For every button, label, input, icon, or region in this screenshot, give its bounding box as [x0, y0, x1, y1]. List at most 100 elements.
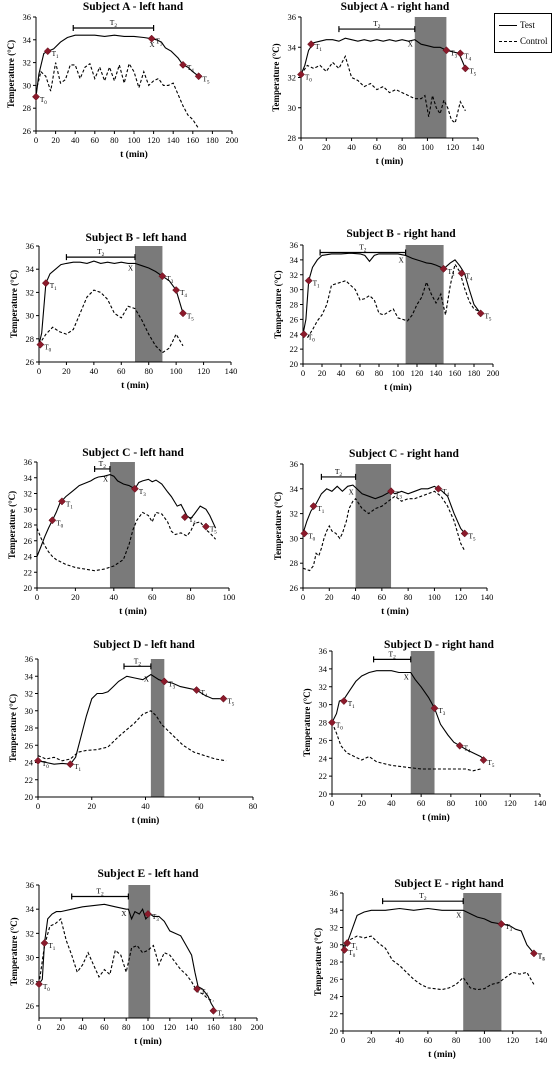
marker-label: T3 — [395, 490, 402, 500]
y-axis-label: Temperature (°C) — [7, 491, 17, 559]
y-tick-label: 26 — [26, 1001, 35, 1011]
y-tick-label: 34 — [24, 473, 33, 483]
chart-title: Subject B - right hand — [346, 228, 456, 240]
x-tick-label: 160 — [186, 135, 199, 145]
marker-diamond — [219, 694, 228, 703]
marker-label: T4 — [464, 52, 471, 62]
legend: Test Control — [494, 13, 552, 53]
marker-label: T0 — [42, 760, 49, 770]
y-axis-label: Temperature (°C) — [273, 270, 283, 338]
y-tick-label: 34 — [26, 904, 35, 914]
x-tick-label: 80 — [249, 801, 258, 811]
marker-diamond — [180, 513, 189, 522]
y-tick-label: 28 — [330, 957, 339, 967]
x-tick-label: 120 — [446, 142, 459, 152]
x-tick-label: 180 — [229, 1022, 242, 1032]
marker-label: T4 — [187, 64, 194, 74]
marker-diamond — [202, 522, 210, 531]
marker-diamond — [192, 686, 201, 695]
x-tick-label: 0 — [301, 592, 305, 602]
x-tick-label: 60 — [356, 368, 365, 378]
y-tick-label: 28 — [288, 133, 297, 143]
x-tick-label: 80 — [110, 135, 119, 145]
marker-diamond — [460, 529, 469, 538]
chart-panel: Subject C - right hand 0 20 40 60 80 100 120 140… — [273, 448, 493, 617]
x-tick-label: 20 — [71, 592, 80, 602]
marker-label: T4 — [189, 516, 196, 526]
y-tick-label: 36 — [319, 646, 328, 656]
test-series-line — [342, 907, 535, 954]
t2-bracket — [382, 898, 464, 905]
marker-label: T0 — [336, 722, 343, 732]
t2-label: T2 — [419, 891, 427, 902]
x-axis-label: t (min) — [120, 149, 148, 160]
x-axis-label: t (min) — [376, 156, 404, 167]
marker-diamond — [307, 40, 316, 49]
y-tick-label: 36 — [26, 880, 35, 890]
y-tick-label: 20 — [25, 792, 34, 802]
chart-panel: Subject A - left hand 0 20 40 60 80 100 120 140 1… — [6, 1, 238, 160]
y-tick-label: 28 — [24, 520, 33, 530]
x-tick-label: 60 — [100, 1022, 109, 1032]
marker-label: T0 — [305, 73, 312, 83]
t2-bracket — [65, 254, 136, 261]
x-tick-label: 80 — [122, 1022, 131, 1032]
marker-diamond — [32, 92, 40, 101]
y-tick-label: 36 — [290, 459, 299, 469]
x-tick-label: 80 — [398, 142, 407, 152]
chart-title: Subject B - left hand — [86, 232, 188, 244]
marker-diamond — [40, 939, 49, 947]
x-axis-label: t (min) — [134, 1036, 162, 1047]
t2-label: T2 — [99, 459, 107, 470]
y-tick-label: 32 — [319, 682, 328, 692]
x-tick-label: 120 — [163, 1022, 176, 1032]
y-tick-label: 36 — [26, 241, 35, 251]
y-tick-label: 36 — [288, 12, 297, 22]
y-axis-label: Temperature (°C) — [8, 694, 18, 762]
x-tick-label: 100 — [223, 592, 236, 602]
x-axis-label: t (min) — [381, 606, 409, 617]
x-tick-label: 100 — [128, 135, 141, 145]
marker-label: T1 — [318, 505, 325, 515]
x-tick-label: 40 — [395, 1035, 404, 1045]
marker-label: X — [456, 911, 461, 919]
marker-diamond — [193, 985, 202, 993]
marker-diamond — [158, 272, 167, 281]
y-tick-label: 26 — [24, 536, 33, 546]
y-tick-label: 20 — [319, 789, 328, 799]
y-tick-label: 24 — [290, 329, 299, 339]
marker-diamond — [48, 516, 57, 525]
y-tick-label: 30 — [26, 311, 35, 321]
shaded-region — [405, 245, 444, 364]
x-axis-label: t (min) — [132, 815, 160, 826]
marker-label: T0 — [43, 983, 50, 993]
y-tick-label: 28 — [25, 723, 34, 733]
x-tick-label: 100 — [170, 366, 183, 376]
y-axis-label: Temperature (°C) — [273, 492, 283, 560]
y-tick-label: 28 — [23, 103, 32, 113]
x-tick-label: 0 — [36, 801, 40, 811]
y-tick-label: 34 — [26, 264, 35, 274]
marker-label: T1 — [48, 942, 55, 952]
x-tick-label: 100 — [392, 368, 405, 378]
marker-label: X — [408, 41, 413, 49]
y-tick-label: 22 — [290, 344, 299, 354]
marker-diamond — [43, 47, 52, 56]
y-tick-label: 32 — [330, 923, 339, 933]
marker-label: X — [404, 673, 409, 681]
marker-diamond — [529, 949, 538, 958]
y-tick-label: 24 — [25, 758, 34, 768]
marker-label: T3 — [139, 488, 146, 498]
marker-diamond — [299, 330, 308, 339]
x-tick-label: 40 — [71, 135, 80, 145]
shaded-region — [410, 651, 435, 794]
x-tick-label: 140 — [481, 592, 494, 602]
test-series-line — [35, 34, 200, 97]
y-tick-label: 32 — [25, 689, 34, 699]
x-tick-label: 60 — [373, 142, 382, 152]
y-tick-label: 22 — [25, 775, 34, 785]
x-tick-label: 100 — [421, 142, 434, 152]
y-tick-label: 32 — [290, 270, 299, 280]
x-tick-label: 140 — [167, 135, 180, 145]
